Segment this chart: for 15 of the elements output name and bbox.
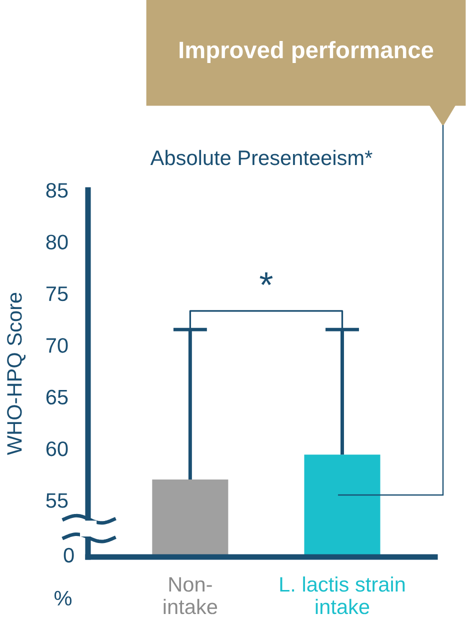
- x-tick-label: Non- intake: [164, 577, 218, 614]
- y-tick-label: 60: [46, 441, 68, 456]
- y-tick-label: 70: [46, 338, 68, 353]
- text: Improved performance: [180, 40, 434, 64]
- y-tick-label: 55: [46, 493, 68, 508]
- y-axis-title: WHO-HPQ Score: [7, 292, 26, 456]
- y-tick-label: 85: [46, 183, 68, 198]
- text: %: [54, 590, 72, 606]
- chart-title: Absolute Presenteeism*: [150, 150, 372, 166]
- x-tick-label: L. lactis strain intake: [280, 576, 405, 614]
- y-tick-label: 80: [46, 234, 68, 250]
- y-tick-label: 75: [46, 286, 68, 302]
- y-tick-label: 65: [46, 390, 68, 405]
- text: 0: [64, 548, 74, 563]
- annotation: *: [260, 272, 273, 286]
